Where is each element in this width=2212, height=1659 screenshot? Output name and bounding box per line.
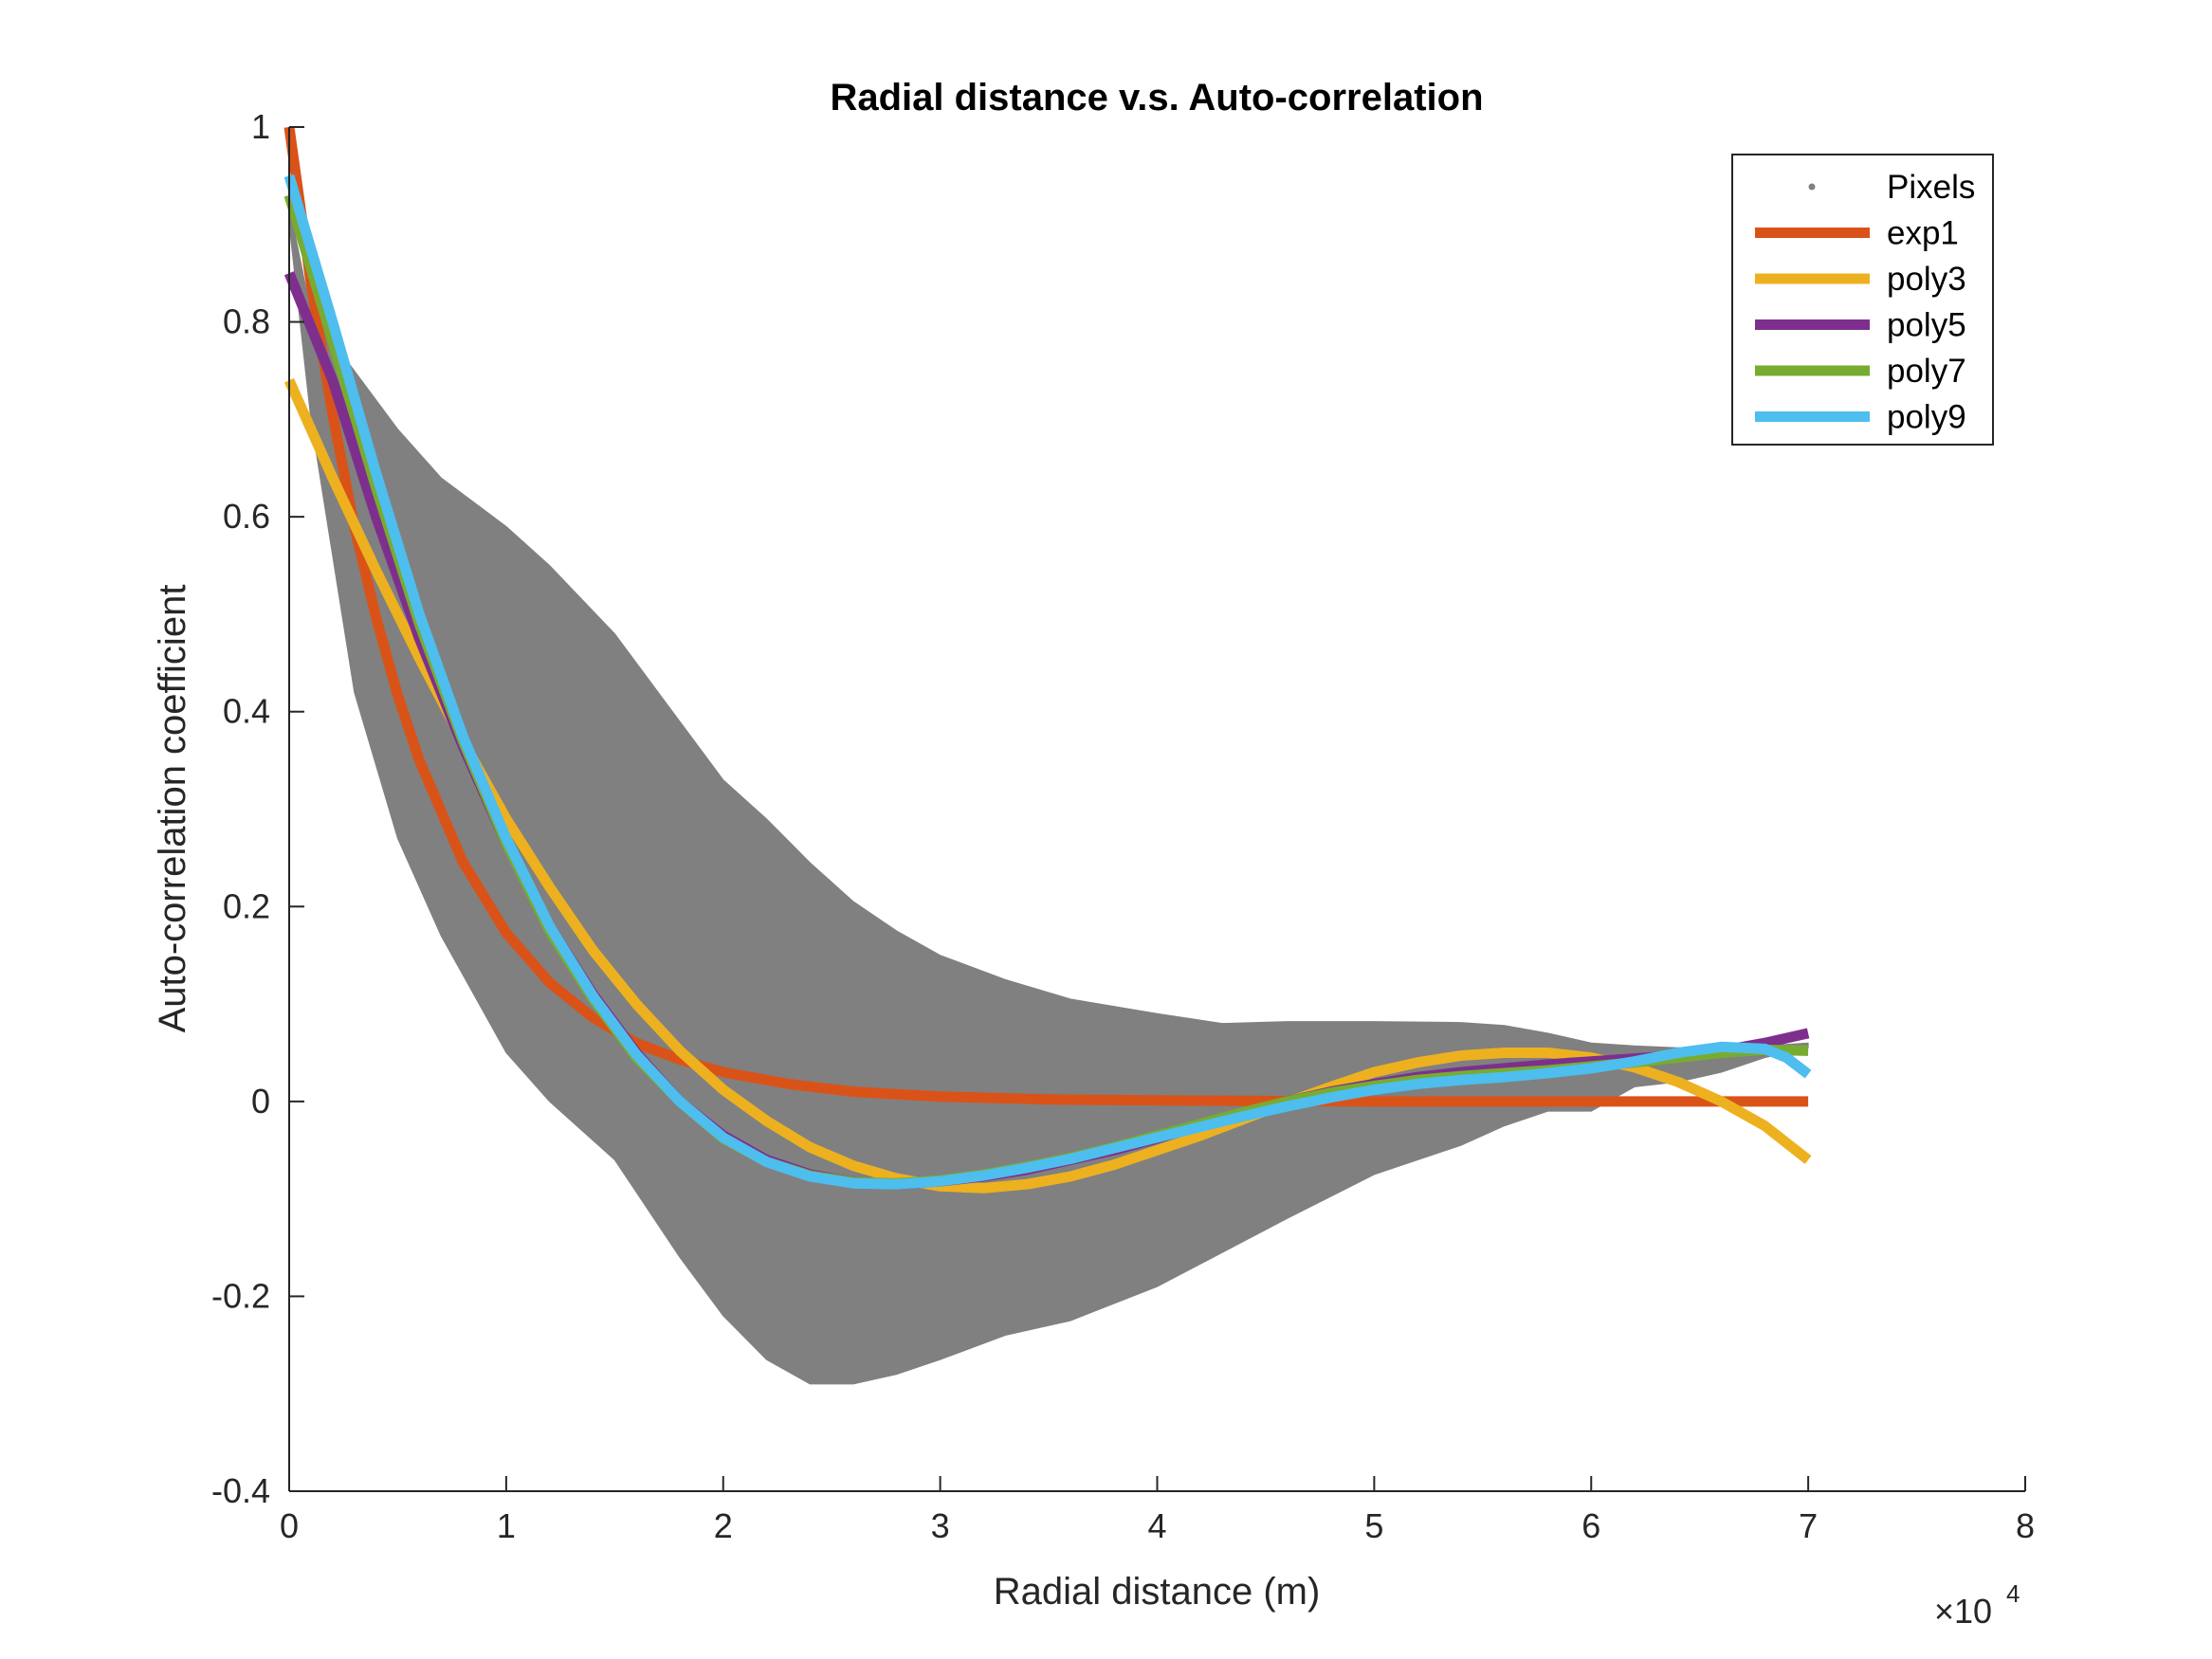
legend-marker-pixels — [1808, 183, 1816, 191]
x-tick-label: 3 — [931, 1506, 950, 1545]
y-ticks: -0.4 -0.2 0 0.2 0.4 0.6 0.8 1 — [211, 107, 304, 1510]
y-tick-label: -0.2 — [211, 1276, 270, 1315]
x-tick-label: 8 — [2016, 1506, 2035, 1545]
legend: Pixels exp1 poly3 poly5 poly7 poly9 — [1731, 154, 1994, 446]
chart-title: Radial distance v.s. Auto-correlation — [830, 77, 1483, 118]
x-exponent-label: ×10 — [1934, 1592, 1992, 1631]
x-tick-label: 6 — [1581, 1506, 1600, 1545]
series-layer — [283, 126, 1812, 1194]
x-tick-label: 1 — [497, 1506, 516, 1545]
y-tick-label: -0.4 — [211, 1471, 270, 1510]
y-tick-label: 0.8 — [223, 302, 270, 341]
legend-label-pixels: Pixels — [1887, 169, 1975, 206]
y-tick-label: 1 — [251, 107, 270, 146]
x-tick-label: 4 — [1147, 1506, 1166, 1545]
series-line-poly9 — [283, 173, 1812, 1190]
series-line-poly3 — [283, 377, 1812, 1194]
x-tick-label: 7 — [1799, 1506, 1818, 1545]
legend-label-poly3: poly3 — [1887, 261, 1966, 298]
x-tick-label: 0 — [280, 1506, 299, 1545]
x-exponent-power: 4 — [2006, 1579, 2020, 1608]
legend-box — [1731, 154, 1994, 446]
y-tick-label: 0.4 — [223, 692, 270, 731]
y-axis-label: Auto-correlation coefficient — [152, 585, 193, 1033]
x-tick-label: 2 — [714, 1506, 733, 1545]
y-tick-label: 0.2 — [223, 886, 270, 925]
x-ticks: 0 1 2 3 4 5 6 7 8 — [280, 1476, 2035, 1545]
x-axis-label: Radial distance (m) — [994, 1571, 1321, 1613]
x-tick-label: 5 — [1364, 1506, 1383, 1545]
legend-label-exp1: exp1 — [1887, 215, 1959, 252]
y-tick-label: 0 — [251, 1082, 270, 1121]
y-tick-label: 0.6 — [223, 497, 270, 536]
legend-items: Pixels exp1 poly3 poly5 poly7 poly9 — [1755, 169, 1975, 436]
legend-label-poly7: poly7 — [1887, 353, 1966, 390]
legend-label-poly9: poly9 — [1887, 399, 1966, 436]
legend-label-poly5: poly5 — [1887, 307, 1966, 344]
